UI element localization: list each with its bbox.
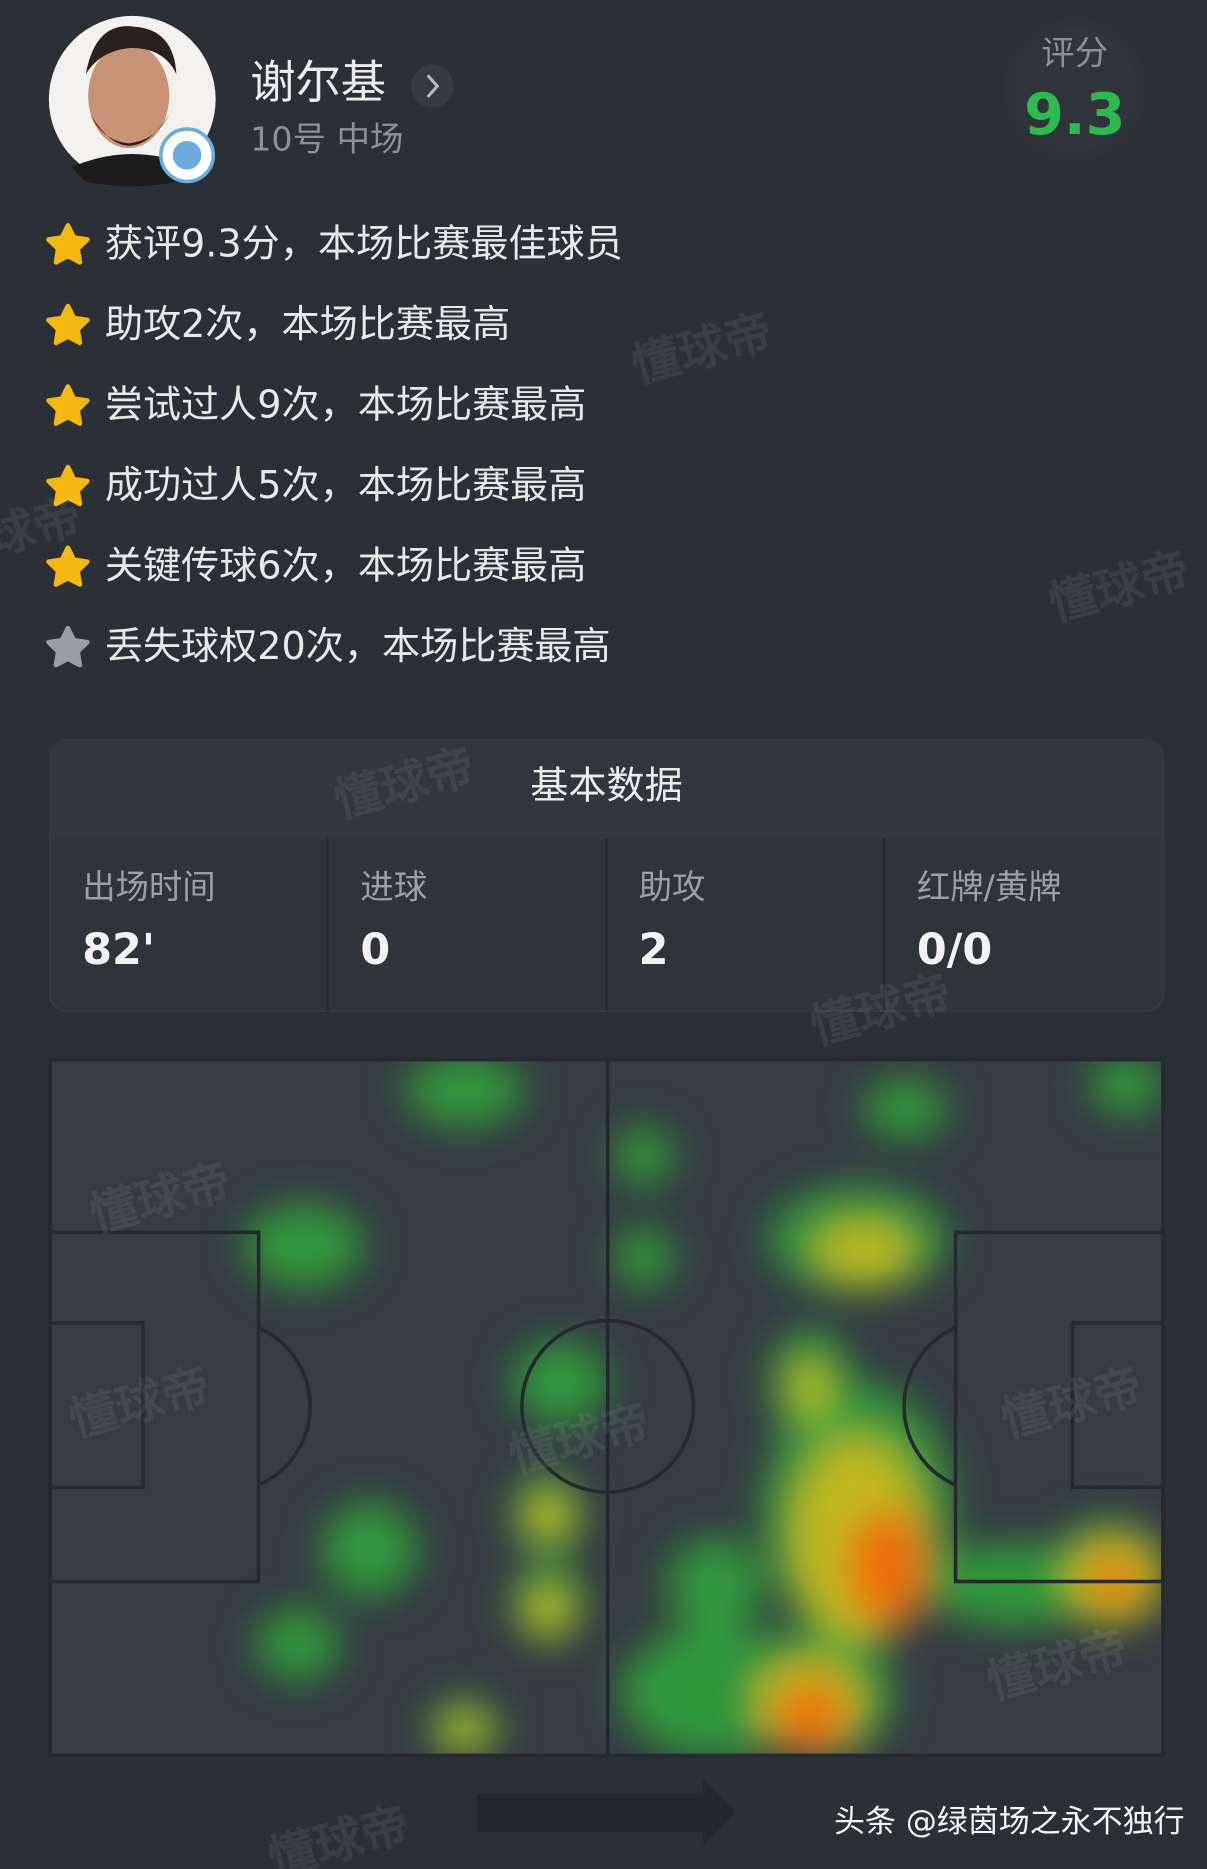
stat-value: 0/0 — [917, 925, 992, 975]
highlight-star — [46, 303, 90, 346]
rating-value: 9.3 — [1024, 82, 1125, 148]
heat-spot — [774, 1680, 846, 1752]
right-arc — [902, 1326, 957, 1487]
highlight-star — [46, 223, 90, 265]
avatar-hair — [85, 26, 177, 75]
stat-label: 出场时间 — [82, 868, 215, 907]
player-name: 谢尔基 — [250, 56, 386, 109]
stats-title: 基本数据 — [530, 763, 682, 807]
avatar-beard — [90, 114, 170, 146]
heat-spot — [792, 1358, 829, 1419]
heat-spot — [443, 1713, 487, 1748]
left-arc — [257, 1326, 312, 1487]
heat-spot — [613, 1126, 674, 1186]
heat-spot — [863, 1078, 948, 1139]
heatmap — [244, 1059, 1163, 1756]
attack-direction-arrow — [476, 1779, 736, 1847]
highlight-text: 丢失球权20次，本场比赛最高 — [105, 624, 611, 668]
player-detail-arrow[interactable] — [411, 64, 454, 108]
centre-circle — [520, 1318, 696, 1494]
stat-value: 2 — [639, 925, 669, 975]
heat-spot — [244, 1203, 364, 1288]
avatar-face — [88, 43, 170, 149]
heat-spot — [667, 1537, 763, 1633]
heat-spot — [526, 1585, 570, 1633]
stats-card-header — [50, 740, 1163, 838]
footer-credit: 头条 @绿茵场之永不独行 — [834, 1804, 1185, 1840]
highlight-star — [46, 384, 90, 426]
stat-label: 进球 — [360, 868, 427, 907]
stat-label: 助攻 — [639, 868, 706, 907]
heat-spot — [256, 1608, 340, 1681]
stat-value: 0 — [360, 925, 390, 975]
stat-label: 红牌/黄牌 — [917, 868, 1062, 907]
heat-spot — [613, 1227, 674, 1288]
highlight-text: 关键传球6次，本场比赛最高 — [105, 543, 587, 587]
club-badge-inner — [172, 140, 202, 170]
pitch-lines — [48, 1057, 1165, 1758]
heat-spot — [321, 1501, 418, 1597]
highlight-text: 尝试过人9次，本场比赛最高 — [105, 382, 587, 426]
stat-value: 82' — [82, 925, 155, 975]
heat-spot — [845, 1507, 930, 1627]
heat-spot — [405, 1059, 525, 1127]
highlight-text: 助攻2次，本场比赛最高 — [105, 302, 510, 346]
arrow-circle — [411, 64, 454, 108]
rating-label: 评分 — [1041, 34, 1108, 73]
highlight-star — [46, 625, 90, 668]
heat-spot — [1090, 1059, 1162, 1115]
right-goal-box — [1070, 1321, 1165, 1490]
player-subtitle: 10号 中场 — [250, 119, 403, 158]
left-goal-box — [48, 1321, 145, 1490]
heat-spot — [816, 1221, 912, 1282]
highlight-text: 成功过人5次，本场比赛最高 — [105, 463, 587, 507]
highlight-star — [46, 545, 90, 587]
rating-background — [993, 8, 1156, 171]
highlight-text: 获评9.3分，本场比赛最佳球员 — [105, 221, 623, 265]
highlight-star — [46, 464, 90, 507]
arrow-chevron — [426, 74, 440, 98]
heat-spot — [526, 1492, 570, 1540]
heat-spot — [1087, 1555, 1141, 1603]
